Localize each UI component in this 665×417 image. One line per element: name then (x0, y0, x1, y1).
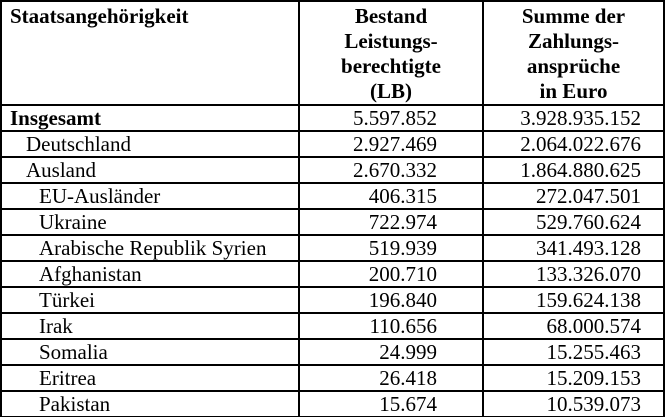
row-value-zahlungsansprueche: 341.493.128 (482, 234, 665, 262)
row-value-zahlungsansprueche: 2.064.022.676 (482, 130, 665, 158)
row-value-leistungsberechtigte: 519.939 (298, 234, 484, 262)
row-label-nationality: Deutschland (0, 130, 300, 158)
table-row: Afghanistan 200.710 133.326.070 (0, 260, 665, 288)
row-value-zahlungsansprueche: 529.760.624 (482, 208, 665, 236)
row-label-nationality: EU-Ausländer (0, 182, 300, 210)
table-row: Türkei 196.840 159.624.138 (0, 286, 665, 314)
column-header-staatsangehoerigkeit: Staatsangehörigkeit (0, 0, 300, 106)
row-value-leistungsberechtigte: 196.840 (298, 286, 484, 314)
row-value-leistungsberechtigte: 406.315 (298, 182, 484, 210)
table-body: Insgesamt 5.597.852 3.928.935.152 Deutsc… (0, 104, 665, 417)
row-value-leistungsberechtigte: 110.656 (298, 312, 484, 340)
row-value-leistungsberechtigte: 5.597.852 (298, 104, 484, 132)
table-row: Somalia 24.999 15.255.463 (0, 338, 665, 366)
row-value-zahlungsansprueche: 159.624.138 (482, 286, 665, 314)
row-label-nationality: Pakistan (0, 390, 300, 417)
row-label-nationality: Ausland (0, 156, 300, 184)
row-value-zahlungsansprueche: 133.326.070 (482, 260, 665, 288)
table-row: Arabische Republik Syrien 519.939 341.49… (0, 234, 665, 262)
row-value-zahlungsansprueche: 15.255.463 (482, 338, 665, 366)
row-label-nationality: Irak (0, 312, 300, 340)
table-row: Eritrea 26.418 15.209.153 (0, 364, 665, 392)
table-row: Pakistan 15.674 10.539.073 (0, 390, 665, 417)
row-value-zahlungsansprueche: 15.209.153 (482, 364, 665, 392)
header-row: Staatsangehörigkeit Bestand Leistungs- b… (0, 0, 665, 106)
row-label-nationality: Arabische Republik Syrien (0, 234, 300, 262)
row-label-nationality: Ukraine (0, 208, 300, 236)
row-label-nationality: Somalia (0, 338, 300, 366)
row-value-zahlungsansprueche: 1.864.880.625 (482, 156, 665, 184)
row-label-nationality: Türkei (0, 286, 300, 314)
row-value-leistungsberechtigte: 15.674 (298, 390, 484, 417)
row-label-nationality: Insgesamt (0, 104, 300, 132)
row-value-zahlungsansprueche: 68.000.574 (482, 312, 665, 340)
table-row: Insgesamt 5.597.852 3.928.935.152 (0, 104, 665, 132)
row-value-leistungsberechtigte: 722.974 (298, 208, 484, 236)
row-value-leistungsberechtigte: 26.418 (298, 364, 484, 392)
row-value-leistungsberechtigte: 2.927.469 (298, 130, 484, 158)
table-row: Irak 110.656 68.000.574 (0, 312, 665, 340)
table-row: Ausland 2.670.332 1.864.880.625 (0, 156, 665, 184)
row-label-nationality: Afghanistan (0, 260, 300, 288)
table-row: Deutschland 2.927.469 2.064.022.676 (0, 130, 665, 158)
row-value-zahlungsansprueche: 272.047.501 (482, 182, 665, 210)
column-header-summe-zahlungsansprueche: Summe der Zahlungs- ansprüche in Euro (482, 0, 665, 106)
column-header-bestand-leistungsberechtigte: Bestand Leistungs- berechtigte (LB) (298, 0, 484, 106)
row-value-leistungsberechtigte: 24.999 (298, 338, 484, 366)
table-row: Ukraine 722.974 529.760.624 (0, 208, 665, 236)
table-row: EU-Ausländer 406.315 272.047.501 (0, 182, 665, 210)
row-value-zahlungsansprueche: 10.539.073 (482, 390, 665, 417)
row-value-leistungsberechtigte: 2.670.332 (298, 156, 484, 184)
row-value-leistungsberechtigte: 200.710 (298, 260, 484, 288)
row-label-nationality: Eritrea (0, 364, 300, 392)
row-value-zahlungsansprueche: 3.928.935.152 (482, 104, 665, 132)
